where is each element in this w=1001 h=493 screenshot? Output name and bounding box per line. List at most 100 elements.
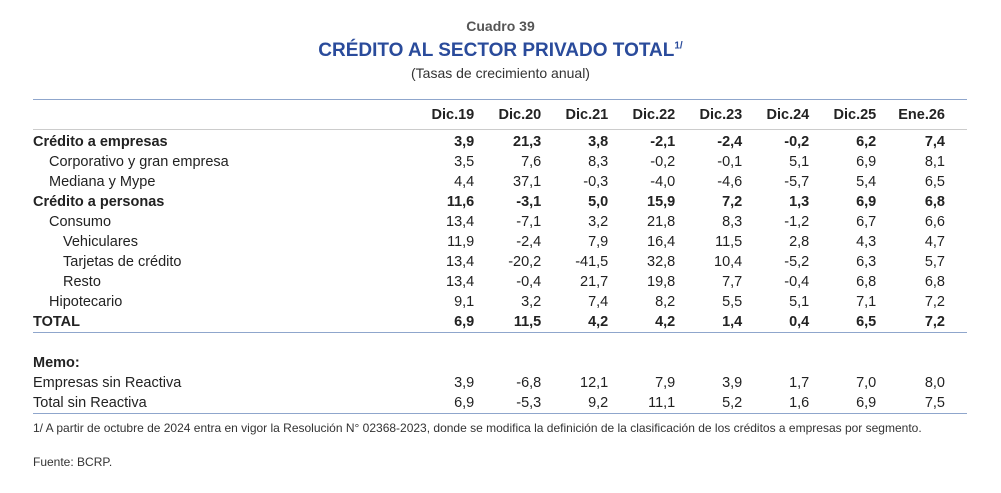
row-label: Corporativo y gran empresa [49, 154, 229, 170]
cell-value: 32,8 [647, 254, 676, 270]
cell-value: 3,2 [521, 294, 542, 310]
spacer-row [33, 333, 967, 354]
cell-value: 3,9 [454, 134, 475, 150]
cell-value: -6,8 [516, 375, 542, 391]
cell-value: 7,2 [924, 294, 945, 310]
column-header: Dic.22 [630, 99, 698, 130]
table-row: Vehiculares 11,9 -2,4 7,9 16,4 11,5 2,8 4,3 4,7 [33, 232, 967, 252]
cell-value: 3,9 [722, 375, 743, 391]
label-header [33, 99, 430, 130]
table-row: Corporativo y gran empresa 3,5 7,6 8,3 -0,2 -… [33, 152, 967, 172]
table-row: Empresas sin Reactiva 3,9 -6,8 12,1 7,9 3,9 1,… [33, 373, 967, 393]
spacer [33, 333, 967, 354]
cell-value: 6,8 [856, 274, 877, 290]
column-header: Dic.19 [429, 99, 497, 130]
cell-value: 8,1 [924, 154, 945, 170]
cell-value: 1,4 [697, 312, 765, 333]
cell-value: 6,7 [856, 214, 877, 230]
cell-value: 21,8 [647, 214, 676, 230]
column-header: Dic.25 [831, 99, 899, 130]
column-header: Dic.24 [764, 99, 832, 130]
page-title: CRÉDITO AL SECTOR PRIVADO TOTAL1/ [0, 40, 1001, 62]
cell-value: 7,9 [655, 375, 676, 391]
cell-value: 16,4 [647, 234, 676, 250]
cell-value: 6,3 [856, 254, 877, 270]
header-row: Dic.19 Dic.20 Dic.21 Dic.22 Dic.23 Dic.24 Dic.… [33, 99, 967, 130]
cell-value: 11,9 [447, 234, 475, 250]
cell-value: -0,4 [784, 274, 810, 290]
cell-value: -2,4 [516, 234, 542, 250]
cell-value: 6,5 [924, 174, 945, 190]
cell-value: 13,4 [446, 274, 475, 290]
cell-value: 11,5 [496, 312, 564, 333]
cell-value: 5,5 [722, 294, 743, 310]
table-row: Hipotecario 9,1 3,2 7,4 8,2 5,5 5,1 7,1 7,2 [33, 292, 967, 312]
cell-value: -2,4 [717, 134, 743, 150]
cell-value: 0,4 [764, 312, 832, 333]
cell-value: 7,5 [898, 393, 967, 414]
footnote: 1/ A partir de octubre de 2024 entra en … [33, 421, 922, 435]
cell-value: 7,0 [856, 375, 877, 391]
title-text: CRÉDITO AL SECTOR PRIVADO TOTAL [318, 40, 675, 61]
row-label: Tarjetas de crédito [63, 254, 182, 270]
table-row: Tarjetas de crédito 13,4 -20,2 -41,5 32,8 10,… [33, 252, 967, 272]
cell-value: 8,0 [924, 375, 945, 391]
cell-value: 6,8 [924, 194, 945, 210]
source-note: Fuente: BCRP. [33, 455, 113, 469]
cell-value: -5,3 [496, 393, 564, 414]
cell-value: 1,3 [789, 194, 810, 210]
column-header: Dic.21 [563, 99, 631, 130]
cell-value: 6,8 [924, 274, 945, 290]
cell-value: 7,9 [588, 234, 609, 250]
column-header: Dic.20 [496, 99, 564, 130]
cell-value: 5,7 [924, 254, 945, 270]
cell-value: 5,2 [697, 393, 765, 414]
cell-value: 6,9 [429, 312, 497, 333]
cell-value: 3,8 [588, 134, 609, 150]
column-header: Dic.23 [697, 99, 765, 130]
title-footnote-ref: 1/ [674, 40, 683, 52]
cell-value: -5,7 [784, 174, 810, 190]
cell-value: 12,1 [580, 375, 609, 391]
cell-value: 13,4 [446, 214, 475, 230]
cell-value: 3,5 [454, 154, 475, 170]
row-label: Mediana y Mype [49, 174, 156, 190]
cell-value: 4,3 [856, 234, 877, 250]
memo-label: Memo: [33, 355, 80, 371]
cell-value: 11,1 [630, 393, 698, 414]
cell-value: 4,2 [630, 312, 698, 333]
subtitle: (Tasas de crecimiento anual) [411, 65, 590, 81]
cell-value: 5,1 [789, 294, 810, 310]
credit-growth-table: Dic.19 Dic.20 Dic.21 Dic.22 Dic.23 Dic.24 Dic.… [33, 99, 967, 414]
cell-value: 19,8 [647, 274, 676, 290]
cell-value: 4,4 [454, 174, 475, 190]
cell-value: 7,2 [898, 312, 967, 333]
cell-value: 7,2 [722, 194, 743, 210]
cell-value: -2,1 [650, 134, 676, 150]
cell-value: 6,9 [831, 393, 899, 414]
cell-value: 6,2 [856, 134, 877, 150]
cell-value: 9,1 [454, 294, 475, 310]
row-label: Crédito a empresas [33, 134, 168, 150]
cell-value: 3,2 [588, 214, 609, 230]
cell-value: -0,1 [717, 154, 743, 170]
cell-value: 9,2 [563, 393, 631, 414]
cell-value: -0,4 [516, 274, 542, 290]
cell-value: -7,1 [516, 214, 542, 230]
cell-value: -41,5 [575, 254, 609, 270]
row-label: Vehiculares [63, 234, 138, 250]
cell-value: 5,0 [588, 194, 609, 210]
table-row: Resto 13,4 -0,4 21,7 19,8 7,7 -0,4 6,8 6,8 [33, 272, 967, 292]
cell-value: 7,1 [856, 294, 877, 310]
table-row: Mediana y Mype 4,4 37,1 -0,3 -4,0 -4,6 -5,7 5,4… [33, 172, 967, 192]
table-row: TOTAL 6,9 11,5 4,2 4,2 1,4 0,4 6,5 7,2 [33, 312, 967, 333]
cell-value: 15,9 [647, 194, 676, 210]
cell-value: 37,1 [513, 174, 542, 190]
cell-value: 4,2 [563, 312, 631, 333]
cell-value: 7,6 [521, 154, 542, 170]
cell-value: -0,2 [650, 154, 676, 170]
table-row: Consumo 13,4 -7,1 3,2 21,8 8,3 -1,2 6,7 6,6 [33, 212, 967, 232]
row-label: Resto [63, 274, 101, 290]
row-label: TOTAL [33, 312, 430, 333]
cell-value: 3,9 [454, 375, 475, 391]
